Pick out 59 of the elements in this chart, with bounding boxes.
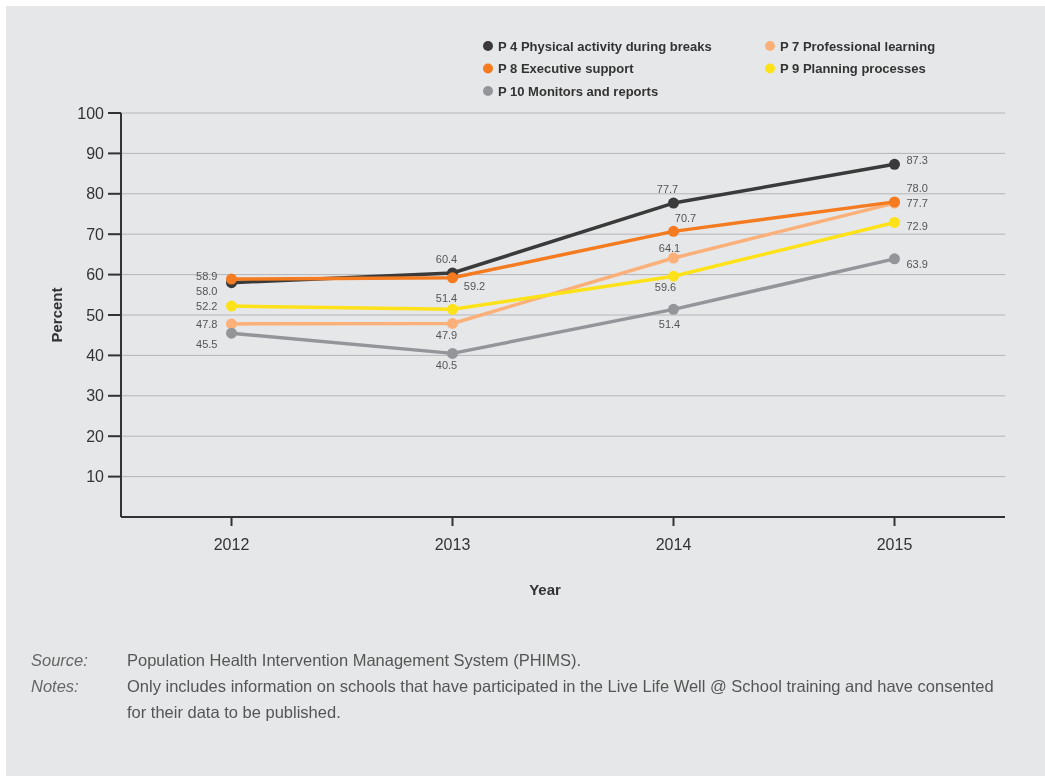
- text: Notes: Only includes information on schools that have participated in the Live Life Well @ School training and have consented for their data to be published.: [31, 677, 994, 721]
- point: [889, 158, 900, 170]
- x-axis-title: Year: [529, 581, 562, 598]
- data-label: 58.0: [196, 284, 218, 297]
- y-tick-label: 70: [86, 225, 105, 243]
- point: [889, 216, 900, 228]
- x-tick-label: 2015: [876, 536, 913, 553]
- legend-label: P 9 Planning processes: [780, 61, 926, 76]
- data-label: 59.2: [463, 279, 486, 292]
- data-label: 87.3: [906, 154, 928, 167]
- y-tick-label: 50: [86, 306, 105, 324]
- text: Source: Population Health Intervention Management System (PHIMS).: [31, 651, 581, 669]
- data-label: 77.7: [906, 197, 928, 210]
- point: [447, 303, 458, 315]
- data-label: 60.4: [435, 252, 458, 265]
- legend-label: P 8 Executive support: [498, 61, 635, 76]
- data-label: 51.4: [435, 292, 458, 305]
- data-label: 47.8: [196, 317, 218, 330]
- point: [226, 273, 237, 285]
- data-label: 72.9: [906, 220, 928, 233]
- point: [226, 327, 237, 339]
- point: [447, 317, 458, 329]
- point: [447, 347, 458, 359]
- data-label: 52.2: [196, 300, 218, 313]
- data-label: 64.1: [658, 242, 681, 255]
- data-label: 51.4: [658, 318, 681, 331]
- y-tick-label: 100: [77, 104, 105, 122]
- data-label: 58.9: [196, 270, 218, 283]
- point: [226, 300, 237, 312]
- point: [668, 252, 679, 264]
- legend-label: P 7 Professional learning: [780, 38, 936, 54]
- point: [447, 272, 458, 284]
- y-tick-label: 10: [86, 468, 105, 486]
- point: [668, 197, 679, 209]
- legend-label: P 10 Monitors and reports: [498, 83, 659, 99]
- y-tick-label: 90: [86, 144, 105, 162]
- data-label: 77.7: [656, 183, 679, 196]
- y-tick-label: 40: [86, 346, 105, 364]
- data-label: 45.5: [196, 338, 218, 351]
- legend-label: P 4 Physical activity during breaks: [498, 38, 712, 54]
- data-label: 40.5: [435, 359, 458, 372]
- data-label: 70.7: [674, 212, 697, 225]
- data-label: 59.6: [654, 281, 677, 294]
- data-label: 47.9: [435, 329, 458, 342]
- data-label: 63.9: [906, 257, 928, 270]
- y-axis-title: Percent: [48, 287, 65, 343]
- x-tick-label: 2014: [655, 536, 692, 553]
- point: [668, 225, 679, 237]
- point: [668, 303, 679, 315]
- point: [668, 270, 679, 282]
- point: [226, 318, 237, 330]
- y-tick-label: 60: [86, 266, 105, 284]
- x-tick-label: 2012: [213, 536, 250, 553]
- data-label: 78.0: [906, 181, 928, 194]
- y-tick-label: 80: [86, 185, 105, 203]
- y-tick-label: 30: [86, 387, 105, 405]
- point: [889, 253, 900, 265]
- y-tick-label: 20: [86, 427, 105, 445]
- x-tick-label: 2013: [434, 536, 471, 553]
